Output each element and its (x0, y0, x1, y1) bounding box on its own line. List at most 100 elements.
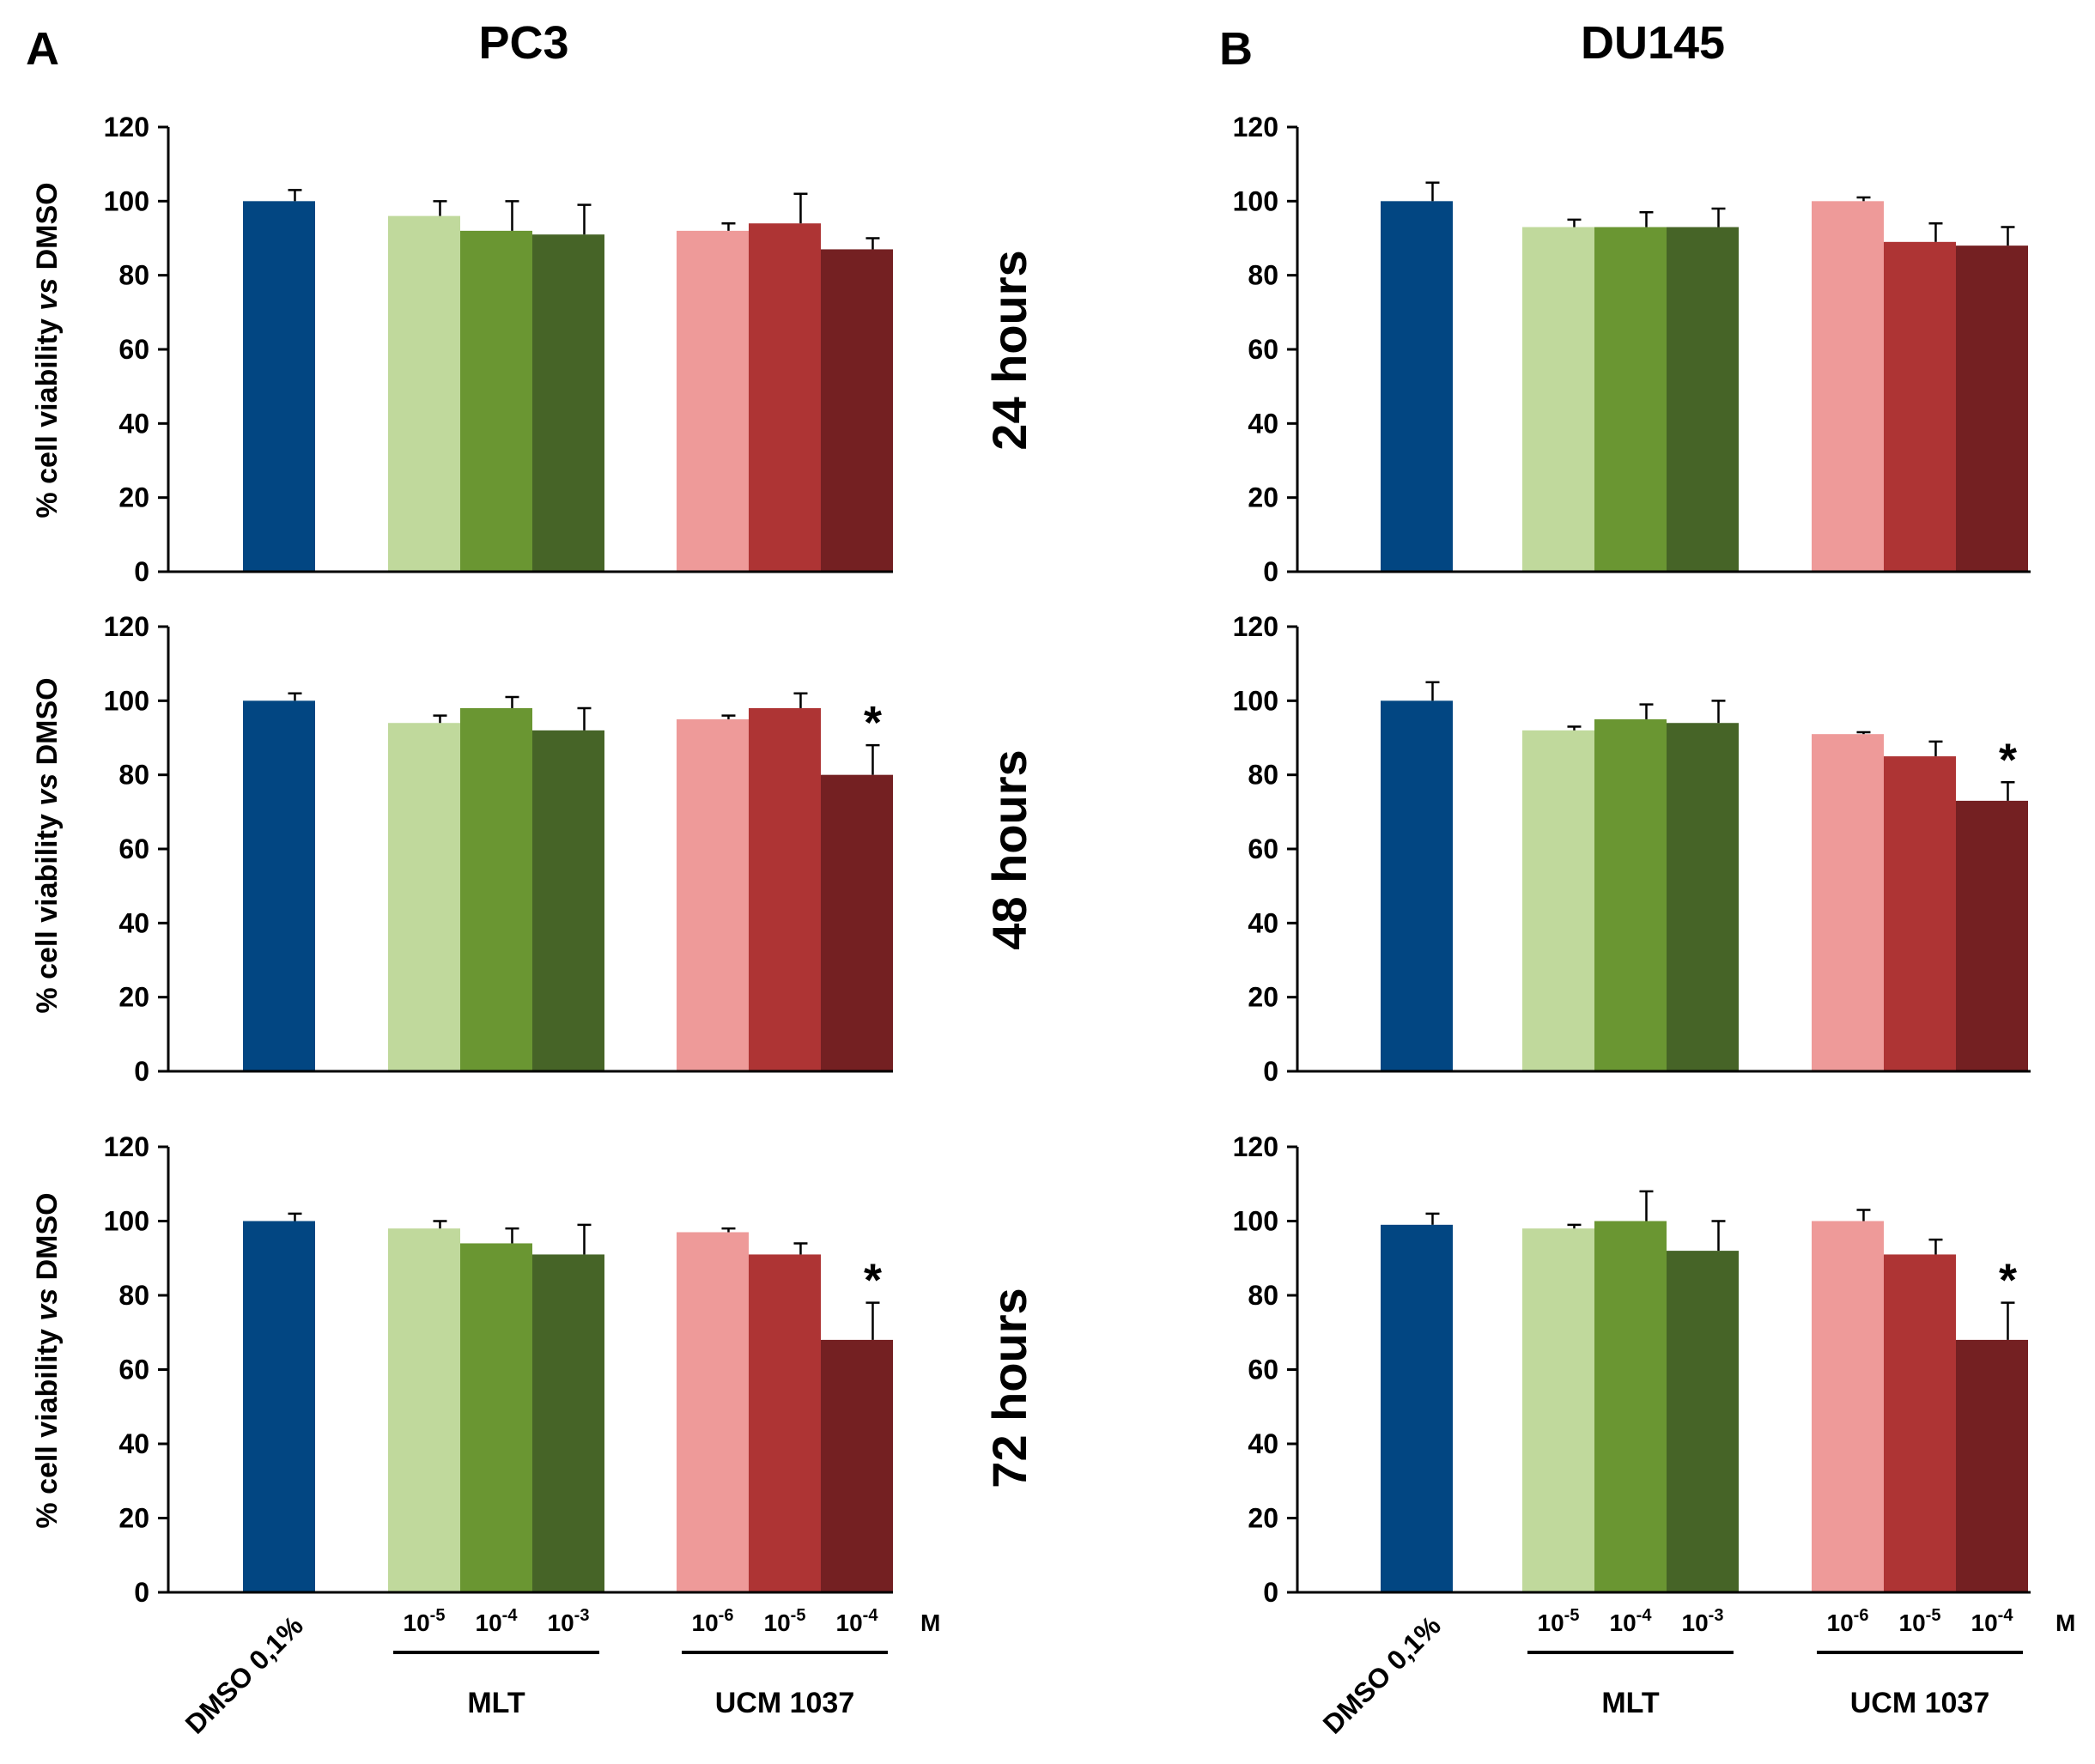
x-label-concentration: 10-4 (1971, 1606, 2014, 1636)
bar (1812, 734, 1884, 1071)
concentration-base: 10 (1971, 1609, 1998, 1636)
bar (243, 201, 315, 573)
y-tick-label: 40 (118, 907, 149, 938)
x-label-concentration: 10-5 (404, 1606, 446, 1636)
y-tick-label: 20 (118, 1503, 149, 1534)
concentration-exponent: -6 (1854, 1606, 1869, 1625)
y-tick-label: 60 (118, 1355, 149, 1385)
bar (1956, 1339, 2028, 1592)
bar (821, 249, 893, 572)
y-tick-label: 100 (1233, 1206, 1278, 1237)
concentration-exponent: -5 (791, 1606, 806, 1625)
bar (1522, 227, 1594, 572)
y-tick-label: 0 (1263, 556, 1278, 587)
y-tick-label: 60 (1248, 1355, 1278, 1385)
x-label-concentration: 10-5 (1538, 1606, 1580, 1636)
bar (1884, 241, 1956, 572)
bar (460, 707, 532, 1071)
y-tick-label: 80 (118, 260, 149, 291)
x-label-concentration: 10-4 (476, 1606, 519, 1636)
concentration-base: 10 (1682, 1609, 1709, 1636)
bar (1956, 800, 2028, 1071)
y-tick-label: 40 (118, 1428, 149, 1459)
y-tick-label: 120 (104, 611, 149, 642)
y-tick-label: 0 (1263, 1056, 1278, 1087)
ylabel-pc3-72h: % cell viability vs DMSO (31, 1192, 64, 1528)
bar (1812, 201, 1884, 573)
y-tick-label: 20 (1248, 482, 1278, 513)
y-tick-label: 120 (1233, 1131, 1278, 1162)
concentration-exponent: -5 (430, 1606, 446, 1625)
concentration-base: 10 (692, 1609, 719, 1636)
concentration-base: 10 (548, 1609, 574, 1636)
bar (1522, 730, 1594, 1071)
ylabel-post: DMSO (31, 1192, 64, 1288)
y-tick-label: 100 (104, 685, 149, 716)
x-label-group: UCM 1037 (715, 1687, 855, 1719)
y-tick-label: 60 (1248, 834, 1278, 864)
bar (1522, 1228, 1594, 1592)
y-tick-label: 20 (1248, 1503, 1278, 1534)
x-label-concentration: 10-3 (1682, 1606, 1724, 1636)
concentration-exponent: -5 (1564, 1606, 1580, 1625)
panel-b-title: DU145 (1581, 17, 1725, 69)
chart-du145-24h: 0 20 40 60 80 100 120 (1233, 112, 2031, 587)
bar (1884, 756, 1956, 1071)
x-label-concentration: 10-5 (764, 1606, 806, 1636)
y-tick-label: 60 (118, 334, 149, 365)
bar (532, 730, 604, 1071)
bar (677, 1232, 749, 1592)
y-tick-label: 100 (1233, 685, 1278, 716)
chart-pc3-24h: 0 20 40 60 80 100 120 (104, 112, 893, 587)
bar (388, 1228, 460, 1592)
bar (1594, 227, 1667, 572)
significance-star: * (864, 1255, 882, 1306)
concentration-exponent: -6 (719, 1606, 734, 1625)
concentration-base: 10 (404, 1609, 430, 1636)
y-tick-label: 0 (134, 556, 149, 587)
significance-star: * (1999, 1255, 2017, 1306)
chart-pc3-48h: 0 20 40 60 80 100 120 * (104, 611, 893, 1087)
bar (388, 723, 460, 1071)
y-tick-label: 120 (104, 112, 149, 142)
y-tick-label: 80 (1248, 1280, 1278, 1311)
concentration-exponent: -5 (1926, 1606, 1941, 1625)
bar (388, 215, 460, 572)
bar (243, 1221, 315, 1592)
bar (1381, 700, 1453, 1071)
x-label-control: DMSO 0,1% (179, 1609, 309, 1739)
ylabel-italic: vs (31, 773, 64, 806)
bar (749, 223, 821, 572)
x-label-concentration: 10-3 (548, 1606, 590, 1636)
concentration-exponent: -3 (574, 1606, 590, 1625)
bar (532, 1254, 604, 1592)
concentration-base: 10 (764, 1609, 791, 1636)
concentration-exponent: -4 (1998, 1606, 2014, 1625)
x-label-group: MLT (1601, 1687, 1660, 1719)
x-label-control: DMSO 0,1% (1317, 1609, 1447, 1739)
y-tick-label: 20 (118, 982, 149, 1013)
ylabel-pc3-48h: % cell viability vs DMSO (31, 677, 64, 1013)
chart-du145-72h: 0 20 40 60 80 100 120 * (1233, 1131, 2031, 1608)
x-label-group: MLT (467, 1687, 525, 1719)
y-tick-label: 120 (104, 1131, 149, 1162)
x-label-concentration: 10-4 (836, 1606, 879, 1636)
bar (532, 234, 604, 572)
panel-b-letter: B (1219, 23, 1253, 75)
y-tick-label: 80 (118, 760, 149, 791)
ylabel-italic: vs (31, 1288, 64, 1321)
concentration-base: 10 (836, 1609, 863, 1636)
x-label-concentration: 10-6 (1827, 1606, 1869, 1636)
ylabel-post: DMSO (31, 182, 64, 277)
concentration-base: 10 (1610, 1609, 1637, 1636)
bar (1381, 1224, 1453, 1592)
bar (1381, 201, 1453, 573)
y-tick-label: 100 (104, 185, 149, 216)
x-label-concentration: 10-5 (1899, 1606, 1941, 1636)
significance-star: * (1999, 734, 2017, 785)
chart-du145-48h: 0 20 40 60 80 100 120 * (1233, 611, 2031, 1087)
y-tick-label: 100 (104, 1206, 149, 1237)
bar (1667, 1251, 1739, 1592)
concentration-exponent: -4 (863, 1606, 879, 1625)
